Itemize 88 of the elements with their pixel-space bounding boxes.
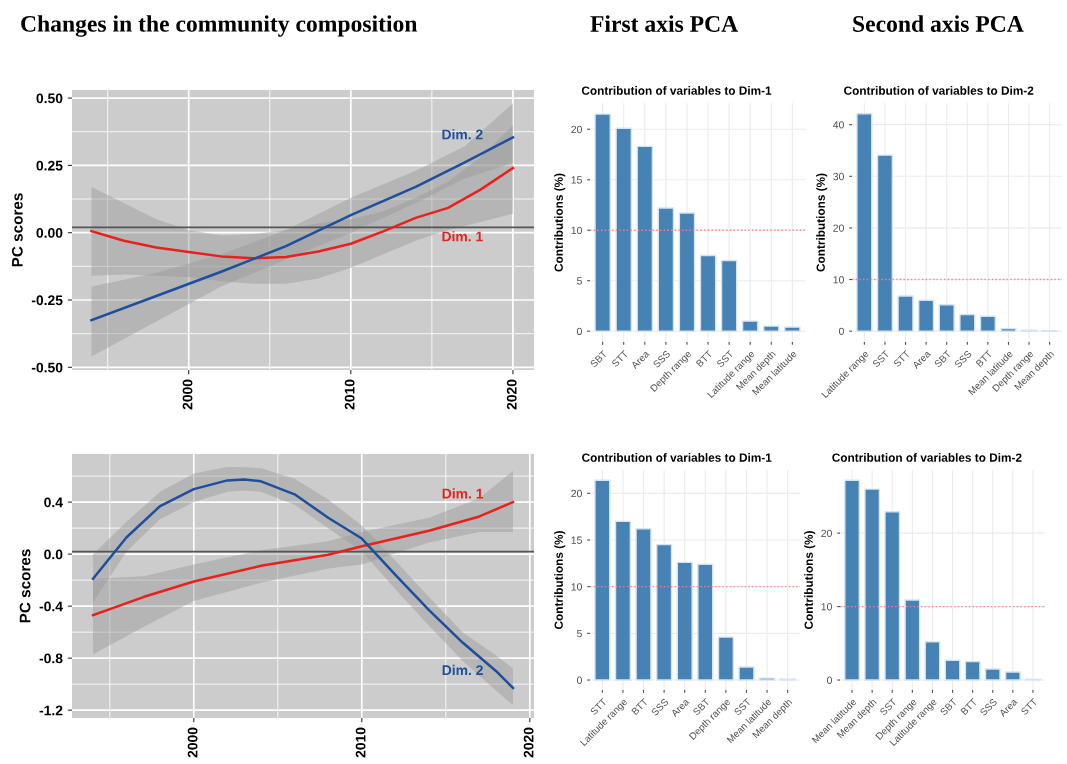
y-axis-title: PC scores (11, 193, 23, 267)
y-tick-label: 0 (576, 327, 582, 336)
bar (964, 660, 981, 681)
bar (594, 113, 611, 332)
y-axis-title: Contributions (%) (816, 173, 828, 272)
y-tick-label: 0.00 (36, 228, 63, 238)
chart-title: Changes in the community composition (21, 15, 418, 37)
y-tick-label: -1.2 (39, 705, 63, 716)
y-tick-label: 20 (571, 125, 582, 134)
y-tick-label: 30 (833, 172, 844, 181)
bar (1004, 671, 1021, 681)
y-tick-label: 0.50 (36, 93, 63, 104)
bar (636, 145, 654, 332)
chart-title: Contribution of variables to Dim-1 (581, 86, 772, 95)
bar (656, 543, 673, 681)
bar (657, 207, 675, 332)
y-tick-label: 5 (576, 277, 582, 285)
bar (884, 511, 901, 681)
y-tick-label: 5 (576, 629, 582, 638)
bar (984, 668, 1001, 681)
line-series (90, 166, 515, 260)
chart-title: Contribution of variables to Dim-2 (832, 453, 1022, 462)
series-label: Dim. 1 (442, 231, 483, 242)
chart-subtitle: Second axis PCA (853, 15, 1024, 32)
line-series (91, 500, 515, 617)
chart-subtitle: First axis PCA (590, 15, 739, 32)
y-axis-title: Contributions (%) (554, 173, 566, 272)
bar (918, 299, 935, 332)
y-tick-label: 10 (571, 226, 582, 235)
y-tick-label: 15 (571, 176, 582, 184)
y-tick-label: 10 (571, 583, 582, 591)
y-tick-label: 20 (833, 224, 844, 232)
bar (614, 520, 632, 681)
y-tick-label: -0.25 (31, 295, 63, 306)
bar (720, 259, 738, 332)
bar (741, 320, 759, 332)
bar (784, 326, 801, 332)
series-label: Dim. 2 (442, 129, 483, 140)
x-tick-label: 2010 (344, 379, 355, 410)
y-tick-label: -0.4 (39, 601, 63, 612)
x-tick-label: 2010 (355, 727, 366, 758)
bar (594, 479, 611, 681)
y-tick-label: 0.4 (44, 497, 63, 508)
bar (959, 313, 976, 332)
y-tick-label: 0 (838, 327, 844, 336)
bar (615, 127, 633, 332)
series-label: Dim. 1 (442, 488, 484, 499)
bar (876, 154, 894, 332)
bar (897, 295, 914, 332)
y-tick-label: 0 (826, 676, 832, 684)
y-tick-label: 0.0 (44, 549, 63, 560)
bar (738, 666, 755, 681)
y-tick-label: 20 (821, 529, 832, 538)
bar (697, 563, 714, 681)
y-tick-label: 40 (833, 121, 844, 129)
y-tick-label: -0.50 (31, 362, 63, 373)
bar (856, 113, 873, 332)
x-tick-label: 2000 (187, 727, 198, 758)
bar (944, 659, 961, 681)
x-tick-label: 2000 (182, 379, 193, 410)
y-tick-label: 10 (833, 276, 844, 284)
bar (676, 561, 693, 681)
bar (678, 212, 696, 332)
y-tick-label: 0.25 (36, 160, 63, 171)
y-tick-label: 20 (571, 489, 582, 498)
y-tick-label: -0.8 (39, 653, 63, 664)
bar (904, 599, 921, 681)
y-tick-label: 0 (576, 676, 582, 684)
bar (1000, 327, 1017, 332)
bar (844, 479, 860, 681)
bar (864, 488, 881, 681)
y-tick-label: 10 (821, 603, 832, 611)
bar (699, 254, 717, 332)
series-label: Dim. 2 (442, 664, 483, 675)
y-axis-title: Contributions (%) (804, 531, 816, 630)
x-tick-label: 2020 (506, 379, 517, 410)
x-tick-label: 2020 (523, 727, 534, 758)
bar (762, 325, 780, 332)
y-axis-title: Contributions (%) (554, 531, 566, 630)
bar (635, 528, 652, 681)
y-tick-label: 15 (571, 536, 582, 544)
bar (979, 315, 996, 332)
chart-title: Contribution of variables to Dim-2 (844, 86, 1034, 95)
bar (938, 304, 955, 332)
bar (924, 641, 941, 681)
chart-title: Contribution of variables to Dim-1 (582, 453, 772, 462)
bar (717, 636, 734, 681)
y-axis-title: PC scores (19, 549, 31, 623)
